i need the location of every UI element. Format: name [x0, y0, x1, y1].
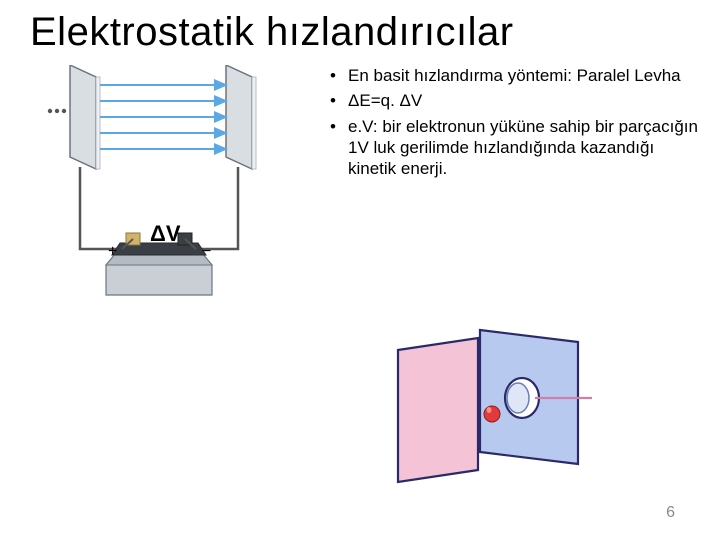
minus-label: −	[202, 243, 211, 261]
bullet-item: e.V: bir elektronun yüküne sahip bir par…	[330, 116, 700, 180]
content-row: ΔV + − En basit hızlandırma yöntemi: Par…	[0, 65, 720, 315]
delta-v-label: ΔV	[150, 221, 181, 247]
plus-label: +	[108, 243, 117, 261]
left-column: ΔV + −	[20, 65, 320, 315]
page-number: 6	[666, 504, 675, 522]
bullet-list: En basit hızlandırma yöntemi: Paralel Le…	[330, 65, 700, 179]
plate-sketch-diagram	[360, 320, 610, 490]
bullet-item: En basit hızlandırma yöntemi: Paralel Le…	[330, 65, 700, 86]
bullet-item: ΔE=q. ΔV	[330, 90, 700, 111]
right-column: En basit hızlandırma yöntemi: Paralel Le…	[320, 65, 700, 315]
parallel-plate-diagram: ΔV + −	[20, 65, 300, 315]
slide-title: Elektrostatik hızlandırıcılar	[0, 0, 720, 65]
